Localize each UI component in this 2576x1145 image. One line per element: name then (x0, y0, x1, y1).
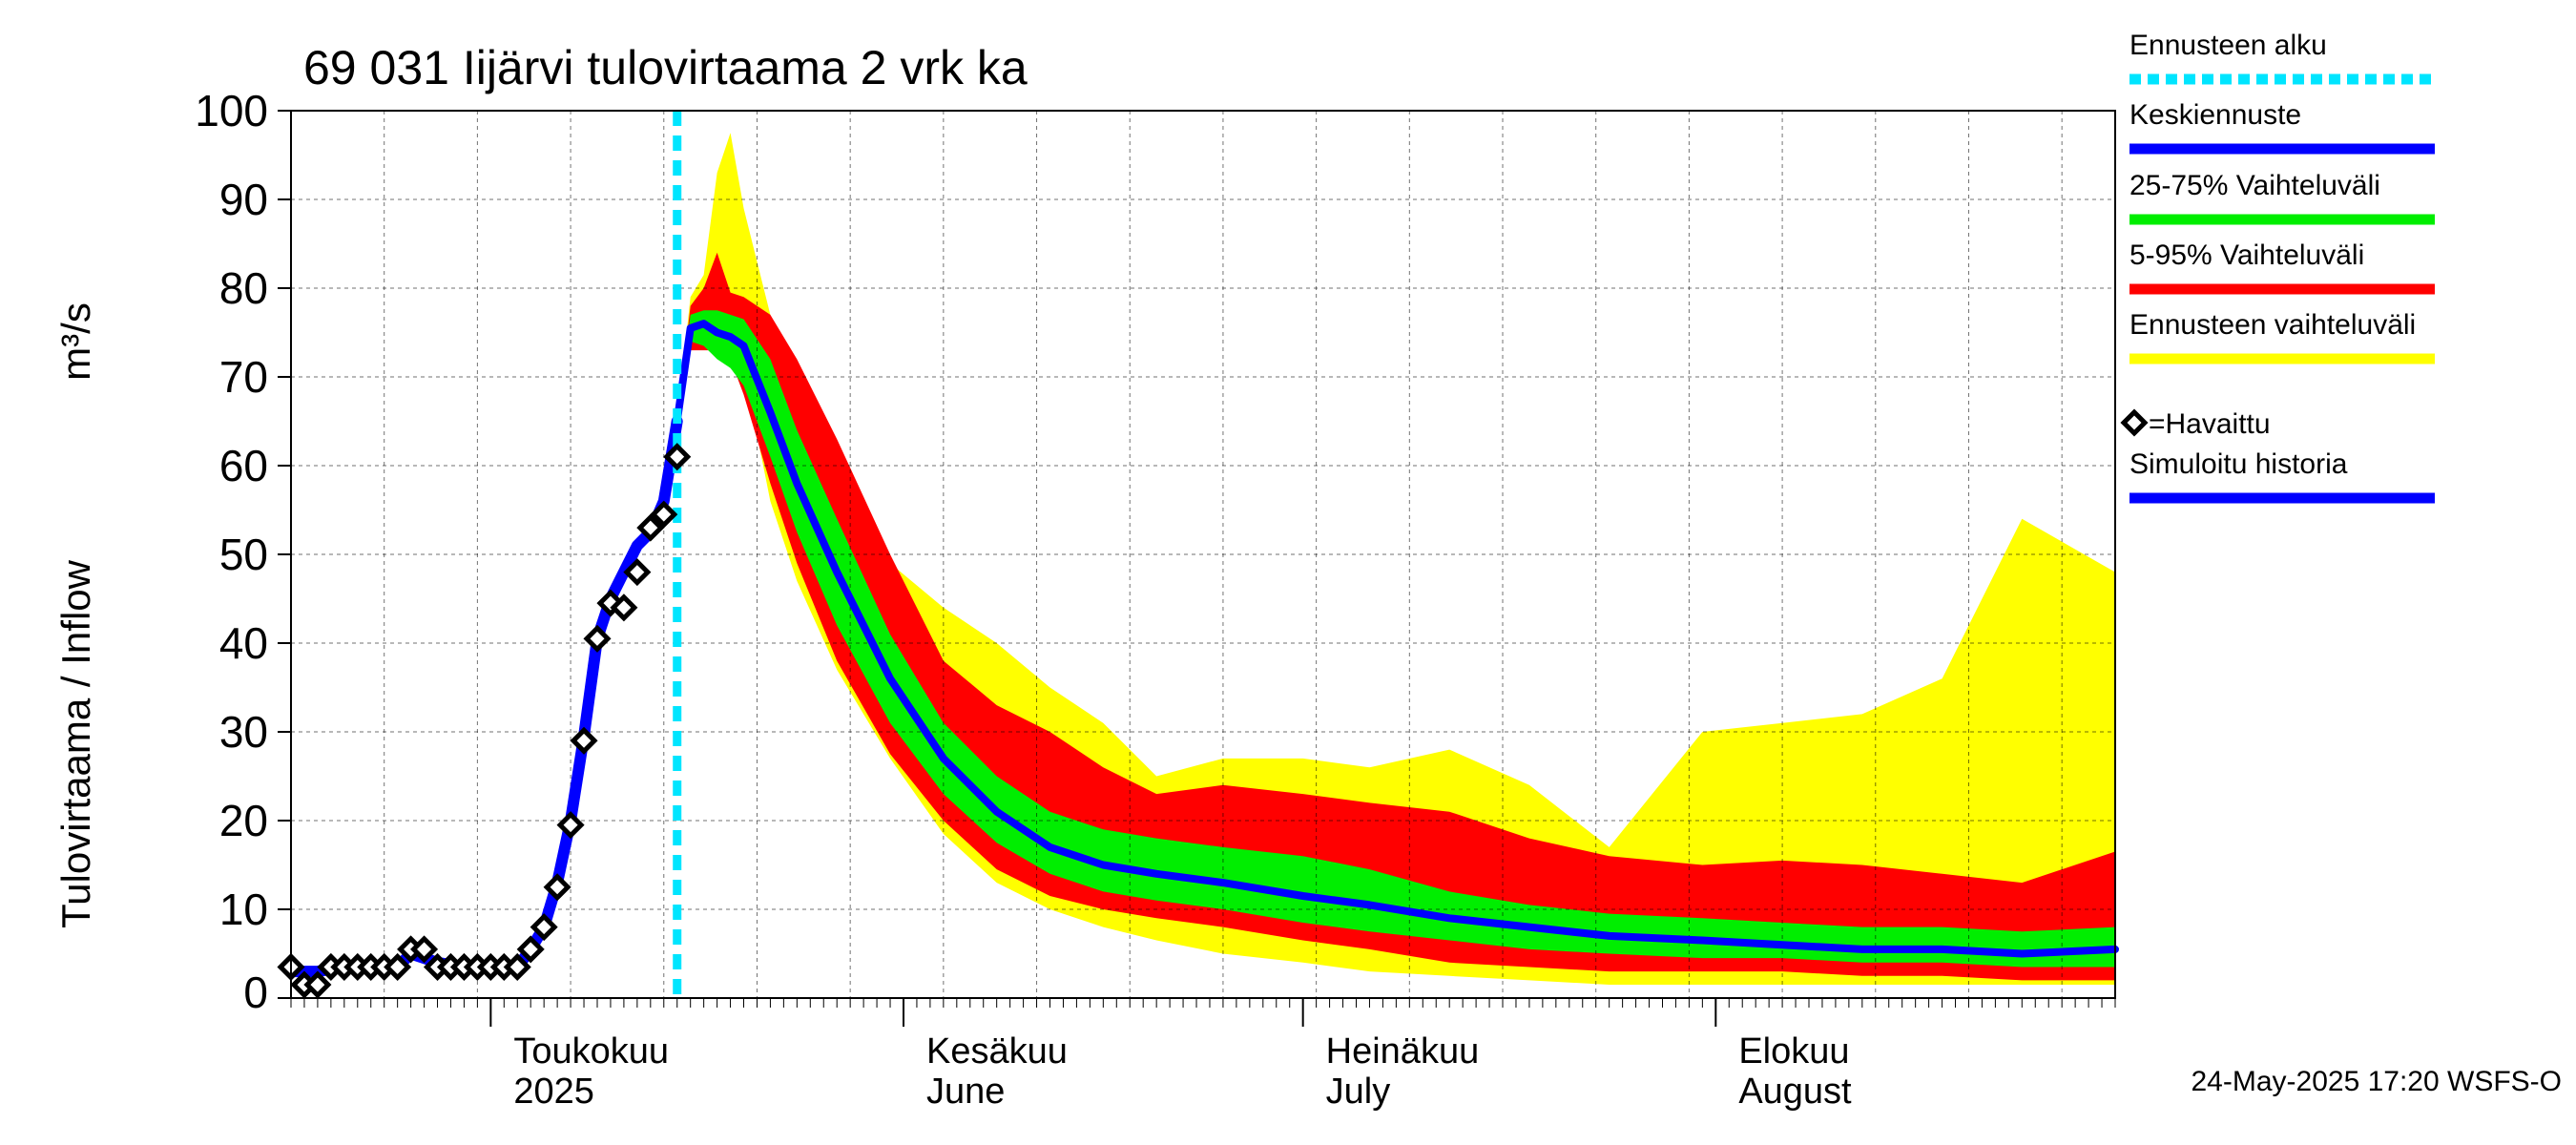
observed-point (623, 558, 652, 587)
y-axis: 0 10 20 30 40 50 60 70 80 90 100 (195, 86, 291, 1017)
x-tick-sublabel: August (1738, 1072, 1852, 1112)
y-tick-label: 60 (219, 441, 268, 490)
x-tick-label: Kesäkuu (926, 1031, 1068, 1072)
observed-point (583, 624, 612, 653)
chart-title: 69 031 Iijärvi tulovirtaama 2 vrk ka (303, 41, 1028, 94)
x-tick-sublabel: July (1326, 1072, 1391, 1112)
y-tick-label: 90 (219, 175, 268, 224)
observed-point (503, 952, 531, 981)
observed-point (384, 952, 412, 981)
y-tick-label: 30 (219, 707, 268, 757)
legend-label: Simuloitu historia (2129, 448, 2348, 480)
simulated-history-line (285, 415, 683, 978)
observed-point (570, 726, 598, 755)
y-tick-label: 100 (195, 86, 268, 135)
legend-label: Ennusteen alku (2129, 30, 2327, 61)
y-axis-unit: m³/s (53, 302, 98, 381)
x-tick-label: Elokuu (1738, 1031, 1849, 1072)
y-tick-label: 40 (219, 618, 268, 668)
median-forecast-line (673, 320, 2119, 958)
band-25-75 (676, 310, 2116, 968)
legend: Ennusteen alku Keskiennuste 25-75% Vaihtel… (2120, 30, 2435, 504)
grid (291, 111, 2115, 998)
legend-marker-observed (2120, 408, 2149, 437)
y-tick-label: 80 (219, 263, 268, 313)
y-tick-label: 70 (219, 352, 268, 402)
y-tick-label: 20 (219, 796, 268, 845)
observed-point (636, 513, 665, 542)
observed-point (596, 589, 625, 617)
forecast-bands (676, 133, 2116, 986)
observed-point (650, 500, 678, 529)
observed-point (303, 970, 332, 999)
y-axis-label: Tulovirtaama / Inflow (53, 559, 98, 928)
x-tick-label: Toukokuu (513, 1031, 669, 1072)
observed-point (543, 873, 571, 902)
legend-label: Keskiennuste (2129, 99, 2301, 131)
legend-label: =Havaittu (2149, 408, 2271, 440)
observed-point (610, 593, 638, 622)
y-tick-label: 0 (243, 968, 268, 1017)
observed-point (530, 913, 558, 942)
observed-point (556, 811, 585, 840)
timestamp: 24-May-2025 17:20 WSFS-O (2192, 1066, 2563, 1097)
observed-point (410, 935, 439, 964)
band-5-95 (676, 252, 2116, 981)
observed-point (663, 443, 692, 471)
y-tick-label: 10 (219, 885, 268, 934)
y-tick-label: 50 (219, 530, 268, 579)
observed-point (516, 935, 545, 964)
observed-markers (277, 443, 692, 999)
x-tick-label: Heinäkuu (1326, 1031, 1480, 1072)
legend-label: 25-75% Vaihteluväli (2129, 170, 2380, 201)
x-tick-sublabel: 2025 (513, 1072, 594, 1112)
legend-label: 5-95% Vaihteluväli (2129, 239, 2364, 271)
legend-label: Ennusteen vaihteluväli (2129, 309, 2416, 341)
x-tick-sublabel: June (926, 1072, 1005, 1112)
